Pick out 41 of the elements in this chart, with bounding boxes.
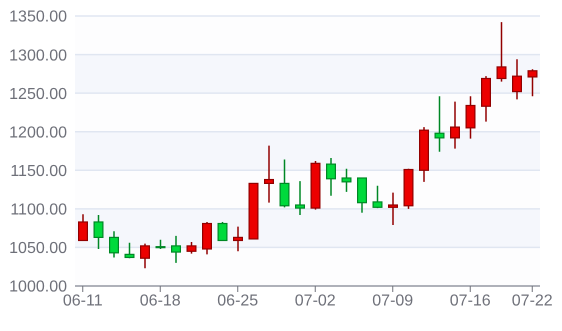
candlestick (326, 157, 336, 196)
candlestick (481, 75, 491, 122)
y-tick-label: 1200.00 (9, 124, 68, 142)
candlestick (434, 95, 444, 153)
candlestick (186, 241, 196, 254)
x-tick-label: 07-02 (294, 292, 336, 310)
y-tick-label: 1300.00 (9, 47, 68, 64)
candlestick (171, 235, 181, 264)
candlestick (388, 192, 398, 226)
candlestick (202, 221, 212, 256)
y-tick-label: 1350.00 (9, 8, 68, 26)
candlestick (496, 21, 506, 82)
candlestick (109, 230, 119, 258)
x-tick-label: 07-09 (372, 292, 414, 310)
candlestick (124, 242, 134, 259)
y-tick-label: 1100.00 (10, 202, 68, 219)
candlestick (342, 168, 352, 193)
y-tick-label: 1050.00 (9, 240, 68, 258)
candlestick (372, 184, 382, 209)
candlestick (140, 242, 150, 270)
x-tick-label: 07-22 (512, 292, 553, 310)
candlestick (295, 180, 305, 216)
candlestick (264, 144, 274, 204)
candlestick (94, 214, 104, 250)
candlestick (450, 100, 460, 150)
candlestick (466, 95, 476, 140)
candlestick (156, 238, 166, 250)
candlestick (280, 158, 290, 208)
candlestick (233, 226, 243, 252)
candlestick (310, 160, 320, 210)
candlestick (78, 214, 88, 242)
x-tick-label: 06-18 (140, 292, 181, 310)
candlestick (512, 58, 522, 100)
x-tick-label: 07-16 (450, 292, 491, 310)
candlestick (404, 168, 414, 210)
y-tick-label: 1150.00 (10, 162, 68, 180)
x-tick-label: 06-25 (217, 292, 258, 310)
candlestick (419, 126, 429, 183)
candlestick (218, 221, 228, 242)
candlestick (528, 68, 538, 97)
y-tick-label: 1250.00 (9, 86, 68, 103)
